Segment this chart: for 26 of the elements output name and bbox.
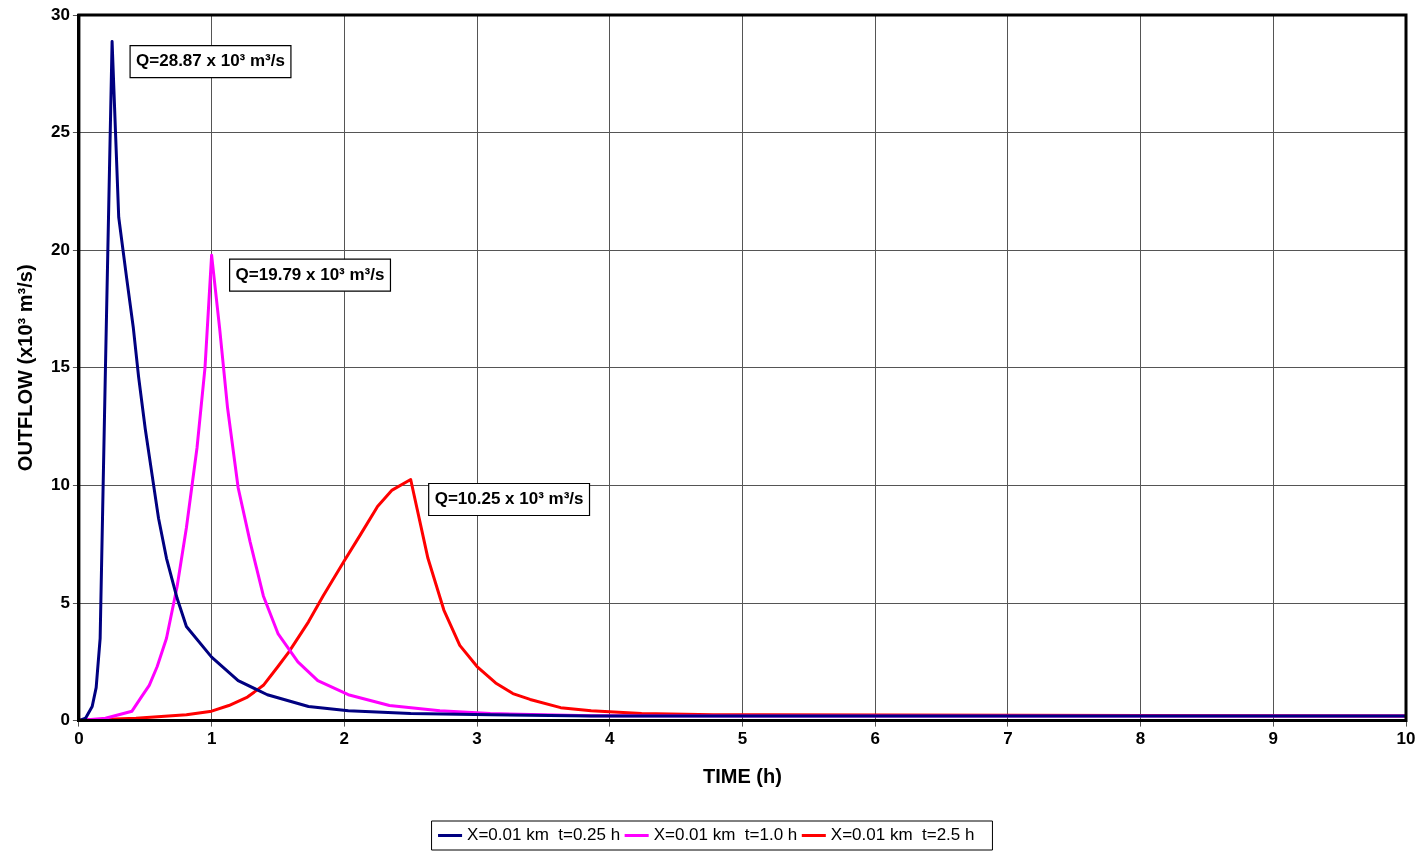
legend-label: X=0.01 km t=2.5 h [830, 825, 975, 845]
x-tick-label: 2 [339, 729, 350, 749]
x-tick-label: 6 [870, 729, 880, 749]
legend-label: X=0.01 km t=1.0 h [653, 825, 798, 845]
legend-label: X=0.01 km t=0.25 h [467, 825, 621, 845]
y-tick-label: 5 [60, 592, 70, 612]
y-tick-label: 30 [50, 4, 70, 24]
y-tick-label: 15 [50, 357, 70, 377]
x-tick-label: 8 [1135, 729, 1146, 749]
x-tick-label: 3 [472, 729, 482, 749]
x-tick-label: 0 [74, 729, 84, 749]
x-axis-title: TIME (h) [703, 764, 782, 787]
annotation: Q=10.25 x 10³ m³/s [434, 489, 584, 509]
x-tick-label: 9 [1268, 729, 1279, 749]
y-tick-label: 25 [50, 122, 70, 142]
y-tick-label: 0 [60, 710, 70, 730]
x-tick-label: 7 [1003, 729, 1013, 749]
x-tick-label: 1 [206, 729, 217, 749]
x-tick-label: 5 [737, 729, 748, 749]
y-axis-title: OUTFLOW (x10³ m³/s) [13, 264, 36, 472]
annotation: Q=28.87 x 10³ m³/s [136, 51, 285, 71]
x-tick-label: 4 [605, 729, 616, 749]
y-tick-label: 20 [50, 239, 70, 259]
y-tick-label: 10 [50, 475, 70, 495]
annotation: Q=19.79 x 10³ m³/s [235, 264, 385, 284]
x-tick-label: 10 [1396, 729, 1416, 749]
